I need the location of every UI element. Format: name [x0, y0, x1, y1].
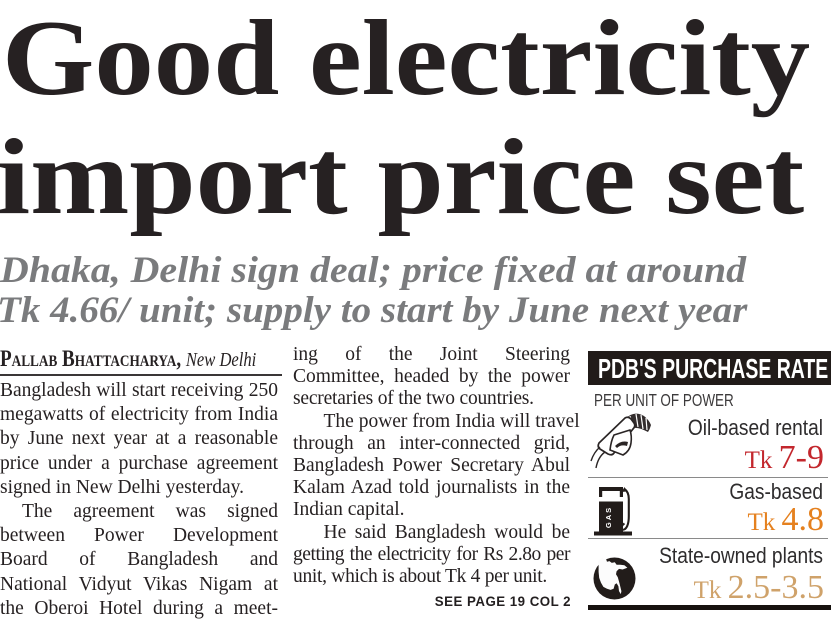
- svg-text:GAS: GAS: [604, 506, 613, 528]
